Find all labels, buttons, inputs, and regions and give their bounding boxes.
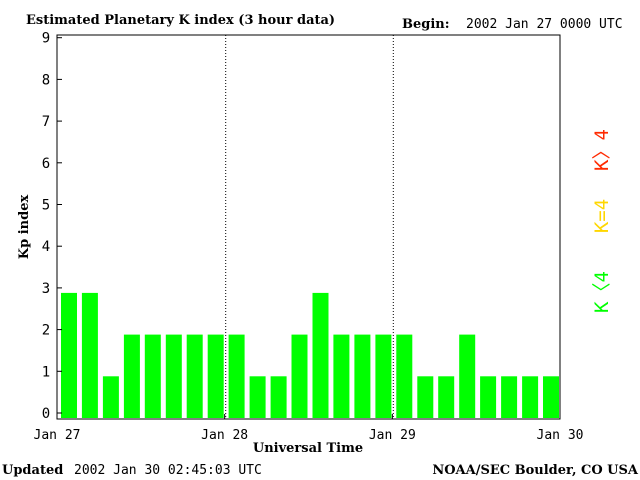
chart-title: Estimated Planetary K index (3 hour data… (26, 13, 335, 28)
kp-bar (270, 376, 287, 418)
y-axis-ticks: 0 1 2 3 4 5 6 7 8 9 (42, 31, 62, 422)
kp-bar (144, 334, 161, 418)
y-tick-label: 2 (42, 323, 50, 339)
kp-bar (61, 292, 77, 418)
kp-bar (312, 292, 329, 418)
kp-bar (501, 376, 518, 418)
updated-label: Updated (2, 463, 63, 478)
x-tick-label: Jan 29 (369, 428, 416, 443)
x-tick-label: Jan 30 (537, 428, 584, 443)
plot-frame (56, 34, 561, 420)
kp-bar (459, 334, 476, 418)
kp-bar (207, 334, 224, 418)
kp-bar (123, 334, 140, 418)
y-tick-label: 4 (42, 239, 50, 255)
kp-bar (543, 376, 559, 418)
x-tick-label: Jan 28 (201, 428, 248, 443)
kp-bar (165, 334, 182, 418)
y-tick-label: 3 (42, 281, 50, 297)
x-tick-label: Jan 27 (34, 428, 81, 443)
legend-k-equal-4: K=4 (591, 199, 613, 233)
day-separators (225, 35, 394, 419)
y-tick-label: 7 (42, 114, 50, 130)
kp-bar (333, 334, 350, 418)
kp-bar (522, 376, 539, 418)
y-tick-label: 0 (42, 406, 50, 422)
kp-bar (438, 376, 455, 418)
kp-bar (81, 292, 98, 418)
begin-value: 2002 Jan 27 0000 UTC (466, 17, 623, 32)
kp-bar (186, 334, 203, 418)
kp-bar (375, 334, 392, 418)
kp-bar (228, 334, 245, 418)
y-tick-label: 9 (42, 31, 50, 47)
y-axis-label: Kp index (17, 195, 32, 260)
begin-label: Begin: (402, 17, 450, 32)
kp-bar (249, 376, 266, 418)
x-axis-ticks: Jan 27 Jan 28 Jan 29 Jan 30 (34, 414, 584, 443)
kp-bar (354, 334, 371, 418)
y-tick-label: 6 (42, 156, 50, 172)
updated-value: 2002 Jan 30 02:45:03 UTC (74, 463, 262, 478)
source-credit: NOAA/SEC Boulder, CO USA (432, 463, 639, 478)
kp-bar (291, 334, 308, 418)
kp-bar (480, 376, 497, 418)
kp-bar (396, 334, 413, 418)
y-tick-label: 8 (42, 72, 50, 88)
kp-bar (102, 376, 119, 418)
bars-layer (61, 292, 559, 418)
kp-bar (417, 376, 434, 418)
y-tick-label: 5 (42, 198, 50, 214)
legend-k-below-4: K〈4 (591, 271, 613, 313)
y-tick-label: 1 (42, 364, 50, 380)
legend-k-above-4: K〉4 (591, 129, 613, 171)
x-axis-label: Universal Time (253, 441, 363, 456)
